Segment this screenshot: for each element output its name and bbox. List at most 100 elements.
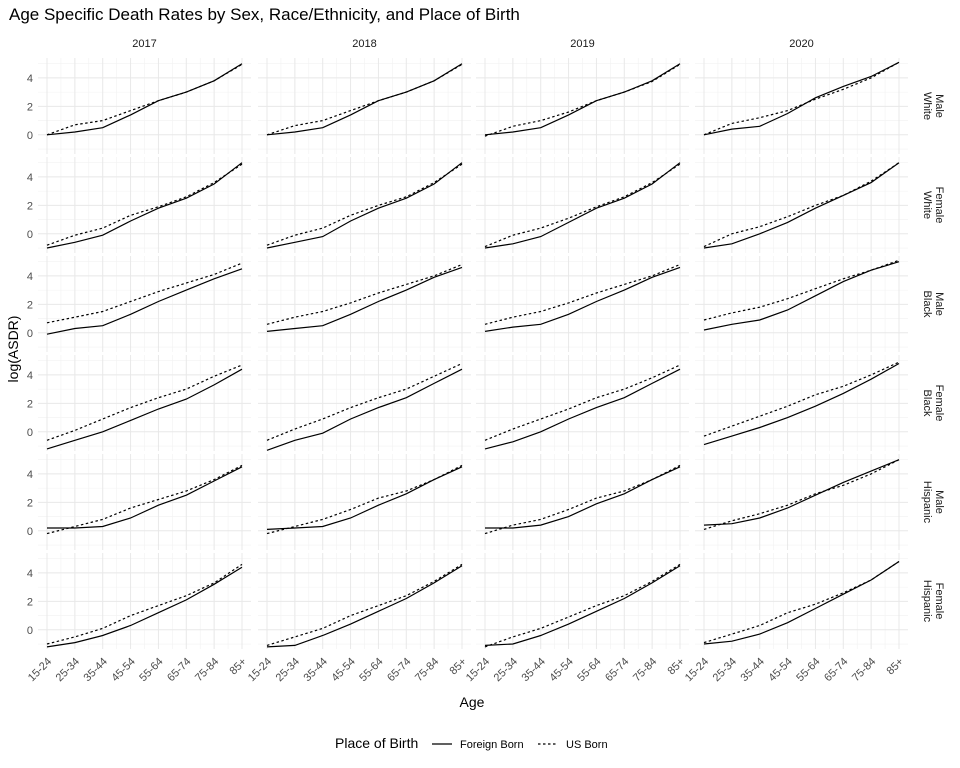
legend-label-foreign-born: Foreign Born — [460, 739, 524, 751]
facet-strip-race: White — [921, 92, 933, 120]
y-tick-label: 2 — [27, 497, 33, 509]
facet-panel — [258, 553, 471, 649]
facet-panel — [476, 58, 689, 154]
series-line-us-born — [484, 63, 681, 137]
facet-panel — [476, 355, 689, 451]
series-line-foreign-born — [484, 162, 681, 249]
facet-panel — [695, 256, 908, 352]
y-tick-label: 0 — [27, 328, 33, 340]
series-line-us-born — [484, 464, 681, 535]
series-line-us-born — [703, 259, 900, 321]
facet-panel — [258, 256, 471, 352]
facet-panel — [38, 157, 251, 253]
series-line-us-born — [484, 263, 681, 325]
facet-strip-year: 2019 — [570, 38, 594, 50]
series-line-us-born — [266, 362, 463, 441]
facet-strip-group: Black Male — [921, 291, 945, 318]
series-line-foreign-born — [703, 459, 900, 526]
y-tick-label: 0 — [27, 625, 33, 637]
legend-title: Place of Birth — [335, 735, 418, 751]
series-line-foreign-born — [703, 162, 900, 249]
facet-panel — [695, 553, 908, 649]
series-line-us-born — [703, 162, 900, 248]
y-tick-label: 0 — [27, 427, 33, 439]
facet-panel — [476, 256, 689, 352]
facet-strip-group: Black Female — [921, 385, 945, 422]
facet-panel — [476, 553, 689, 649]
y-tick-label: 2 — [27, 398, 33, 410]
facet-strip-sex: Male — [933, 292, 945, 316]
y-tick-label: 2 — [27, 200, 33, 212]
facet-panel — [38, 553, 251, 649]
series-line-us-born — [703, 459, 900, 530]
series-line-us-born — [266, 63, 463, 136]
facet-strip-year: 2018 — [352, 38, 376, 50]
facet-strip-sex: Female — [933, 187, 945, 224]
facet-panel — [38, 256, 251, 352]
legend: Place of Birth Foreign Born US Born — [335, 735, 608, 751]
series-line-foreign-born — [484, 368, 681, 450]
facet-panel — [695, 355, 908, 451]
y-tick-label: 2 — [27, 299, 33, 311]
series-line-foreign-born — [703, 560, 900, 645]
facet-strip-sex: Male — [933, 94, 945, 118]
y-tick-label: 0 — [27, 229, 33, 241]
legend-label-us-born: US Born — [566, 739, 608, 751]
facet-strip-group: Hispanic Male — [921, 481, 945, 524]
y-tick-label: 4 — [27, 271, 33, 283]
facet-strip-race: Black — [921, 390, 933, 417]
y-tick-label: 0 — [27, 526, 33, 538]
facet-panel — [476, 157, 689, 253]
series-line-foreign-born — [266, 266, 463, 332]
facet-panel — [38, 454, 251, 550]
facet-panel — [258, 454, 471, 550]
series-line-us-born — [46, 464, 243, 535]
facet-panel — [695, 157, 908, 253]
y-tick-label: 4 — [27, 73, 33, 85]
x-axis-title: Age — [460, 694, 485, 710]
series-line-us-born — [703, 61, 900, 136]
facet-panel — [258, 58, 471, 154]
facet-panel — [476, 454, 689, 550]
facet-strip-group: Hispanic Female — [921, 580, 945, 623]
facet-panel — [258, 355, 471, 451]
chart-title: Age Specific Death Rates by Sex, Race/Et… — [9, 5, 520, 24]
series-line-foreign-born — [46, 162, 243, 249]
facet-strip-sex: Male — [933, 490, 945, 514]
facet-strip-year: 2020 — [789, 38, 813, 50]
series-line-foreign-born — [46, 268, 243, 335]
y-tick-label: 4 — [27, 370, 33, 382]
series-line-us-born — [46, 262, 243, 324]
series-line-foreign-born — [46, 566, 243, 648]
y-tick-label: 0 — [27, 130, 33, 142]
facet-strip-group: White Male — [921, 92, 945, 120]
series-line-us-born — [266, 464, 463, 535]
series-line-foreign-born — [703, 61, 900, 136]
facet-strip-race: Hispanic — [921, 481, 933, 524]
facet-strip-race: White — [921, 191, 933, 219]
y-tick-label: 4 — [27, 172, 33, 184]
facet-panel — [695, 454, 908, 550]
facet-strip-sex: Female — [933, 385, 945, 422]
series-line-foreign-born — [703, 261, 900, 331]
facet-panel — [38, 58, 251, 154]
y-tick-label: 4 — [27, 469, 33, 481]
series-line-foreign-born — [266, 368, 463, 451]
y-axis-title: log(ASDR) — [5, 316, 21, 383]
series-line-us-born — [484, 364, 681, 441]
series-line-us-born — [46, 63, 243, 136]
series-line-foreign-born — [703, 362, 900, 446]
facet-strip-sex: Female — [933, 583, 945, 620]
facet-strip-group: White Female — [921, 187, 945, 224]
facet-panel — [38, 355, 251, 451]
y-tick-label: 4 — [27, 568, 33, 580]
y-tick-label: 2 — [27, 596, 33, 608]
facet-strip-year: 2017 — [132, 38, 156, 50]
facet-strip-race: Hispanic — [921, 580, 933, 623]
series-line-foreign-born — [47, 466, 243, 529]
facet-strip-race: Black — [921, 291, 933, 318]
series-line-foreign-born — [266, 162, 463, 249]
